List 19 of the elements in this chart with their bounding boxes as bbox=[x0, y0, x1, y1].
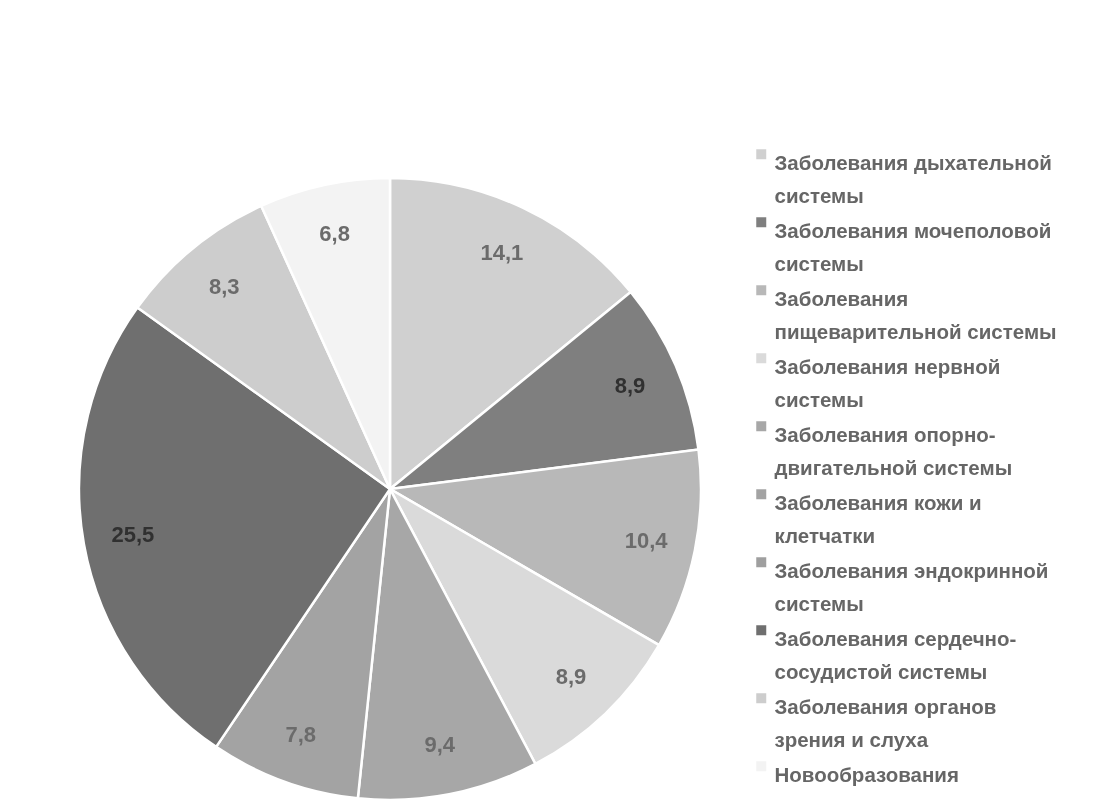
legend-label: Новообразования bbox=[774, 763, 959, 787]
data-label: 10,4 bbox=[624, 527, 669, 553]
legend-label: Заболевания опорно-двигательной системы bbox=[774, 423, 1013, 480]
legend-label: Заболевания нервной системы bbox=[774, 355, 1001, 412]
legend-label: Заболевания органов зрения и слуха bbox=[774, 695, 997, 752]
data-label: 7,8 bbox=[285, 721, 317, 747]
legend-label: Заболевания пищеварительной системы bbox=[774, 287, 1057, 344]
data-label: 8,9 bbox=[614, 372, 646, 398]
legend-label: Заболевания дыхательной системы bbox=[774, 151, 1052, 208]
data-label: 25,5 bbox=[111, 522, 155, 548]
legend-label: Заболевания мочеполовой системы bbox=[774, 219, 1052, 276]
data-label: 6,8 bbox=[319, 220, 350, 246]
legend-label: Заболевания сердечно-сосудистой системы bbox=[774, 627, 1017, 684]
data-label: 8,3 bbox=[208, 274, 240, 300]
data-label: 8,9 bbox=[555, 664, 587, 690]
data-label: 9,4 bbox=[424, 732, 456, 758]
legend-label: Заболевания кожи и клетчатки bbox=[774, 491, 982, 548]
data-label: 14,1 bbox=[480, 239, 524, 265]
legend-label: Заболевания эндокринной системы bbox=[774, 559, 1049, 616]
